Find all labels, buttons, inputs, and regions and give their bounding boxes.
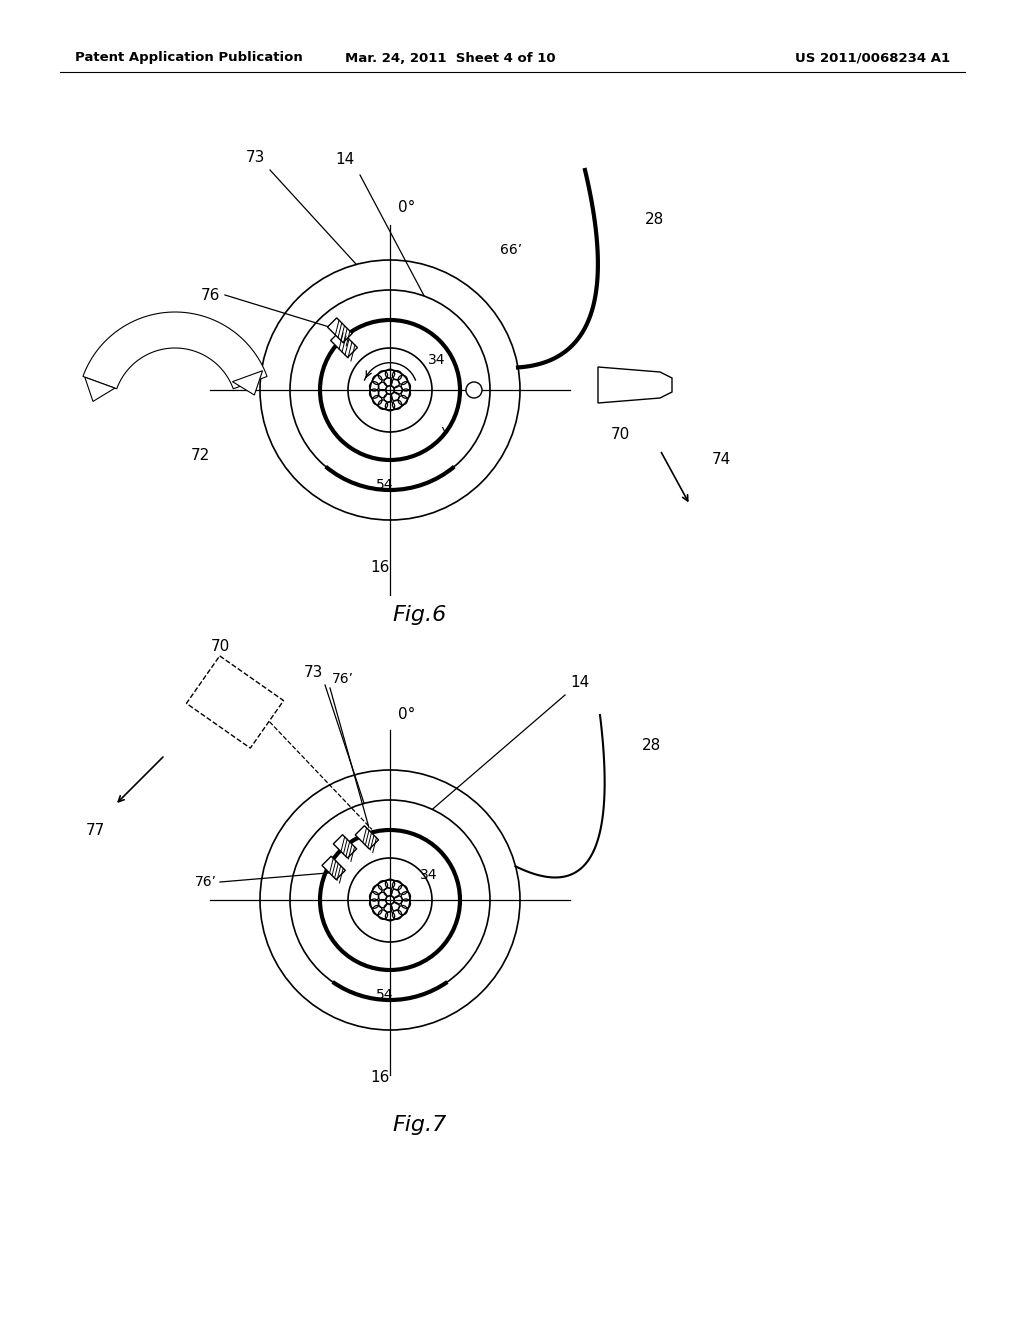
Text: 76’: 76’ [332, 672, 354, 686]
Polygon shape [83, 312, 267, 389]
Text: Patent Application Publication: Patent Application Publication [75, 51, 303, 65]
Text: 76’: 76’ [195, 875, 217, 888]
Text: 16: 16 [371, 1071, 390, 1085]
Polygon shape [598, 367, 672, 403]
Text: 34: 34 [420, 869, 437, 882]
Polygon shape [331, 330, 357, 358]
Text: US 2011/0068234 A1: US 2011/0068234 A1 [795, 51, 950, 65]
Text: 28: 28 [645, 213, 665, 227]
Polygon shape [322, 857, 345, 879]
Text: 54: 54 [376, 478, 394, 492]
Polygon shape [232, 371, 262, 395]
Text: 76: 76 [201, 288, 220, 302]
Polygon shape [85, 378, 115, 401]
Text: Fig.6: Fig.6 [393, 605, 447, 624]
Text: 73: 73 [246, 150, 265, 165]
Text: 16: 16 [371, 560, 390, 576]
Text: 28: 28 [642, 738, 662, 752]
Text: 70: 70 [210, 639, 229, 653]
Text: 70: 70 [610, 426, 630, 442]
Text: 66’: 66’ [500, 243, 522, 257]
Polygon shape [334, 834, 356, 858]
Text: 73: 73 [304, 665, 323, 680]
Text: 34: 34 [428, 352, 445, 367]
Text: 0°: 0° [398, 201, 416, 215]
Polygon shape [355, 826, 379, 849]
Text: 54: 54 [376, 987, 394, 1002]
Text: 14: 14 [570, 675, 589, 690]
Text: Mar. 24, 2011  Sheet 4 of 10: Mar. 24, 2011 Sheet 4 of 10 [345, 51, 555, 65]
Circle shape [466, 381, 482, 399]
Text: 74: 74 [712, 453, 731, 467]
Text: Fig.7: Fig.7 [393, 1115, 447, 1135]
Text: 72: 72 [190, 447, 210, 463]
Text: Y: Y [440, 425, 447, 438]
Polygon shape [186, 656, 284, 748]
Text: 14: 14 [336, 152, 355, 168]
Polygon shape [328, 318, 352, 343]
Text: 77: 77 [86, 822, 105, 838]
Text: 0°: 0° [398, 708, 416, 722]
